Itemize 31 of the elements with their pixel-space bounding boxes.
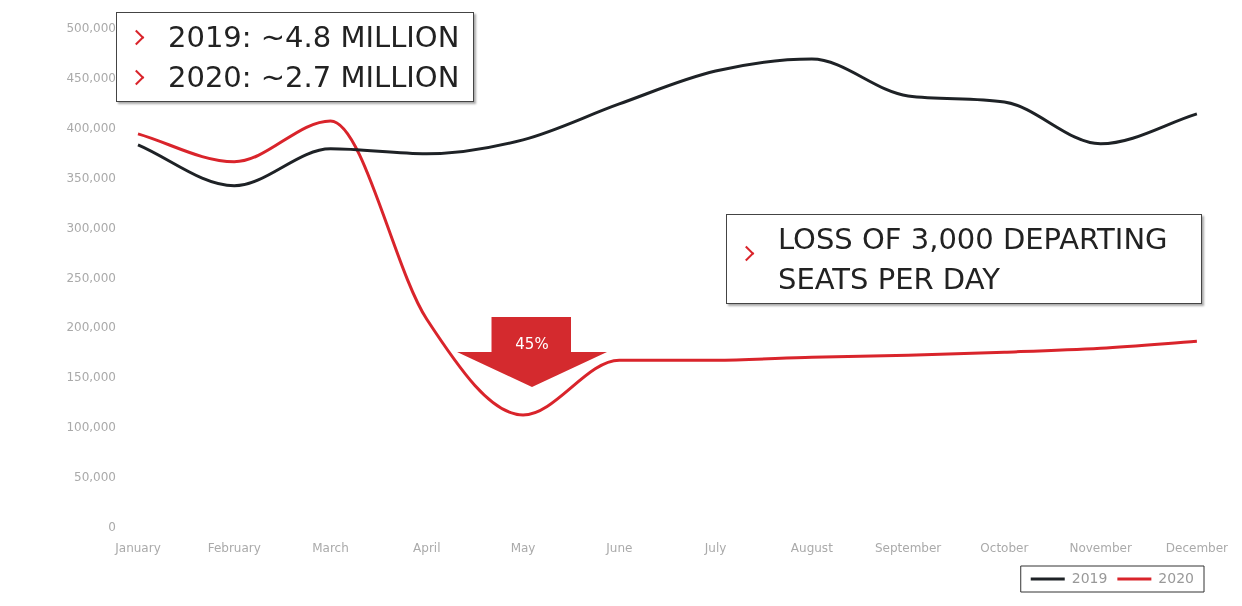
y-tick-label: 0 <box>108 519 116 534</box>
line-series <box>136 119 1199 417</box>
y-tick-label: 100,000 <box>66 420 116 435</box>
x-tick-label: November <box>1069 540 1132 555</box>
x-tick-label: May <box>510 540 536 555</box>
x-tick-label: April <box>413 540 441 555</box>
x-tick-label: July <box>703 540 727 555</box>
x-tick-label: February <box>207 540 261 555</box>
annotation: LOSS OF 3,000 DEPARTING SEATS PER DAY <box>778 221 1169 298</box>
y-tick-label: 150,000 <box>66 370 116 385</box>
x-tick-label: December <box>1165 540 1229 555</box>
legend-label: 2019 <box>1071 569 1108 586</box>
annotation: 45% <box>514 335 550 353</box>
y-tick-label: 450,000 <box>66 71 116 86</box>
x-tick-label: June <box>605 540 633 555</box>
annotation: 2019: ~4.8 MILLION <box>168 20 460 54</box>
x-tick-label: March <box>312 540 349 555</box>
y-tick-label: 50,000 <box>74 469 116 484</box>
y-tick-label: 300,000 <box>66 220 116 235</box>
annotation: 2020: ~2.7 MILLION <box>168 60 460 94</box>
y-tick-label: 250,000 <box>66 270 116 285</box>
y-tick-label: 500,000 <box>66 21 116 36</box>
legend-label: 2020 <box>1158 569 1195 586</box>
x-tick-label: August <box>790 540 834 555</box>
x-tick-label: October <box>980 540 1029 555</box>
x-tick-label: September <box>874 540 942 555</box>
y-tick-label: 200,000 <box>66 320 116 335</box>
y-tick-label: 350,000 <box>66 170 116 185</box>
x-tick-label: January <box>114 540 161 555</box>
y-tick-label: 400,000 <box>66 121 116 136</box>
line-series <box>136 57 1199 188</box>
